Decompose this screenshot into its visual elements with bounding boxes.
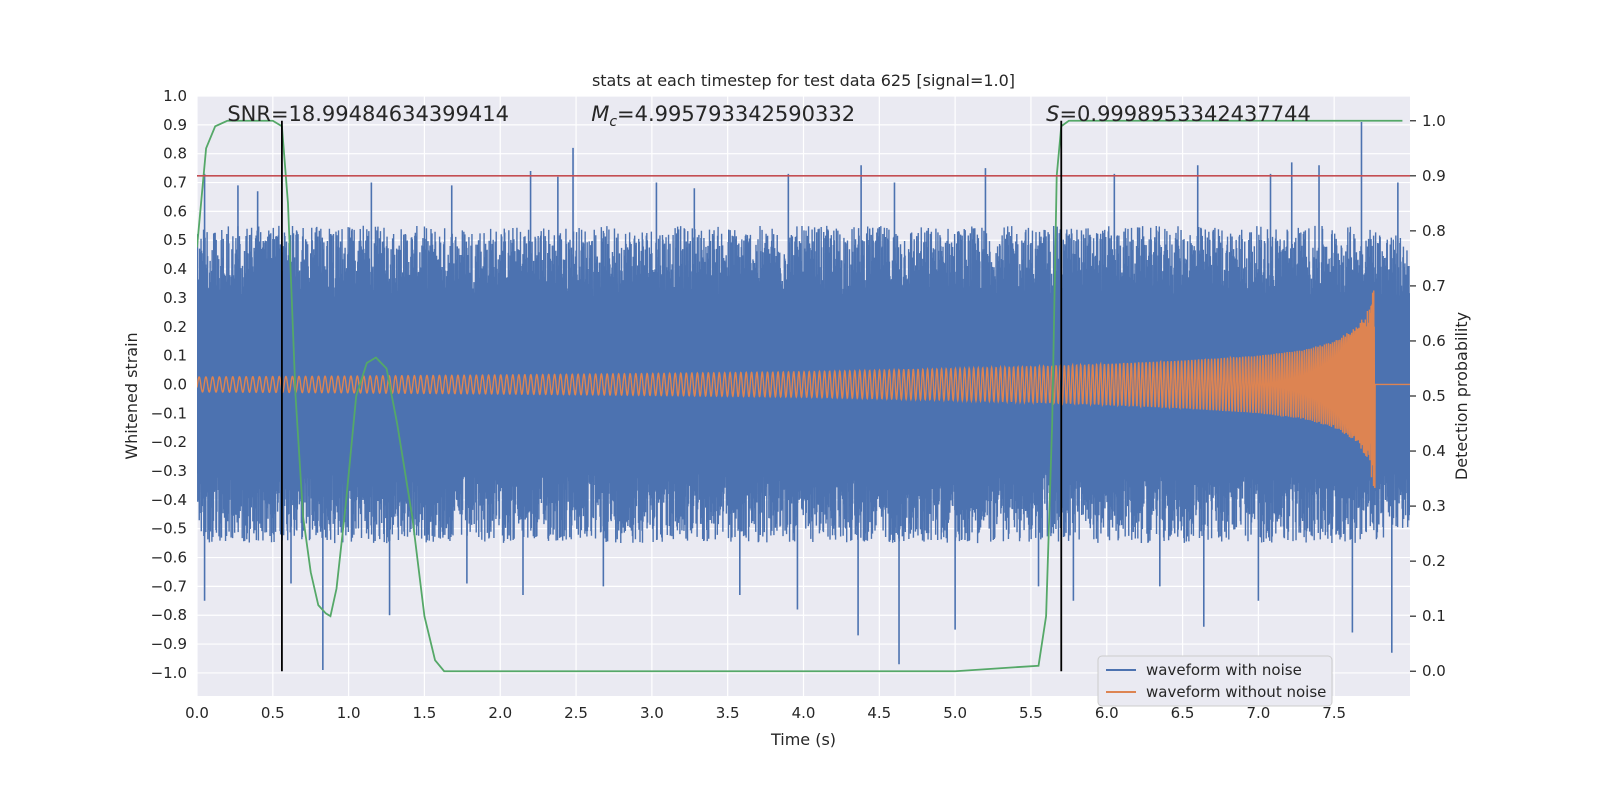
score-symbol: S — [1046, 102, 1059, 126]
axes-layer: 0.0 0.5 1.0 1.5 2.0 2.5 3.0 3.5 4.0 4.5 5.0 5.5 6.0 6… — [151, 87, 1446, 722]
y-left-tick-label: −0.5 — [151, 520, 187, 538]
y-left-tick-label: 0.2 — [163, 318, 187, 336]
chirp-mass-value: =4.995793342590332 — [617, 102, 855, 126]
score-annotation: S=0.9998953342437744 — [1046, 102, 1311, 126]
x-tick-label: 1.5 — [413, 704, 437, 722]
x-tick-label: 5.5 — [1019, 704, 1043, 722]
chirp-mass-annotation: Mc=4.995793342590332 — [591, 102, 855, 130]
legend-box — [1097, 655, 1333, 707]
y-left-tick-label: 0.8 — [163, 145, 187, 163]
y-right-tick-label: 0.6 — [1422, 332, 1446, 350]
y-left-tick-label: 0.5 — [163, 231, 187, 249]
y-right-tick-label: 0.5 — [1422, 387, 1446, 405]
y-left-tick-label: −0.9 — [151, 635, 187, 653]
y-left-tick-label: −0.4 — [151, 491, 187, 509]
x-tick-label: 0.0 — [185, 704, 209, 722]
x-tick-label: 4.5 — [867, 704, 891, 722]
detection-probability-line — [197, 119, 1403, 673]
chart-title: stats at each timestep for test data 625… — [592, 71, 1015, 90]
legend-label: waveform without noise — [1146, 683, 1326, 701]
y-right-tick-label: 0.4 — [1422, 442, 1446, 460]
x-tick-label: 6.0 — [1095, 704, 1119, 722]
y-left-tick-label: −0.8 — [151, 606, 187, 624]
y-left-tick-label: 0.7 — [163, 174, 187, 192]
x-tick-label: 3.5 — [716, 704, 740, 722]
y-right-tick-label: 0.9 — [1422, 167, 1446, 185]
x-tick-label: 2.5 — [564, 704, 588, 722]
y-left-tick-label: 0.0 — [163, 375, 187, 393]
y-left-tick-label: 0.6 — [163, 202, 187, 220]
y-left-tick-label: 0.1 — [163, 347, 187, 365]
y-left-tick-label: −0.6 — [151, 549, 187, 567]
y-axis-left-label: Whitened strain — [122, 332, 141, 459]
y-right-tick-label: 0.3 — [1422, 497, 1446, 515]
y-left-tick-label: −0.2 — [151, 433, 187, 451]
x-tick-label: 6.5 — [1171, 704, 1195, 722]
legend-label: waveform with noise — [1146, 661, 1302, 679]
score-value: =0.9998953342437744 — [1059, 102, 1310, 126]
chirp-mass-subscript: c — [609, 114, 617, 130]
x-tick-label: 2.0 — [488, 704, 512, 722]
x-tick-label: 0.5 — [261, 704, 285, 722]
y-right-tick-label: 0.8 — [1422, 222, 1446, 240]
y-left-tick-label: −0.3 — [151, 462, 187, 480]
y-right-tick-label: 1.0 — [1422, 112, 1446, 130]
x-tick-label: 3.0 — [640, 704, 664, 722]
y-left-tick-label: −0.1 — [151, 404, 187, 422]
y-right-tick-label: 0.1 — [1422, 607, 1446, 625]
y-left-tick-label: 0.3 — [163, 289, 187, 307]
x-tick-label: 5.0 — [943, 704, 967, 722]
y-right-tick-label: 0.7 — [1422, 277, 1446, 295]
x-tick-label: 1.0 — [337, 704, 361, 722]
legend: waveform with noise waveform without nois… — [1097, 655, 1333, 707]
clean-waveform-line — [197, 290, 1410, 489]
y-left-tick-label: 0.4 — [163, 260, 187, 278]
y-left-tick-label: −1.0 — [151, 664, 187, 682]
series-layer — [197, 119, 1410, 673]
x-tick-label: 7.0 — [1246, 704, 1270, 722]
x-tick-label: 7.5 — [1322, 704, 1346, 722]
y-right-tick-label: 0.0 — [1422, 662, 1446, 680]
chirp-mass-symbol: M — [591, 102, 609, 126]
snr-annotation: SNR=18.99484634399414 — [227, 102, 509, 126]
x-tick-label: 4.0 — [792, 704, 816, 722]
x-axis-label: Time (s) — [770, 730, 836, 749]
y-left-tick-label: 0.9 — [163, 116, 187, 134]
y-left-tick-label: −0.7 — [151, 577, 187, 595]
y-axis-right-label: Detection probability — [1452, 312, 1471, 480]
y-right-tick-label: 0.2 — [1422, 552, 1446, 570]
noisy-waveform-line — [197, 225, 1410, 544]
y-left-tick-label: 1.0 — [163, 87, 187, 105]
